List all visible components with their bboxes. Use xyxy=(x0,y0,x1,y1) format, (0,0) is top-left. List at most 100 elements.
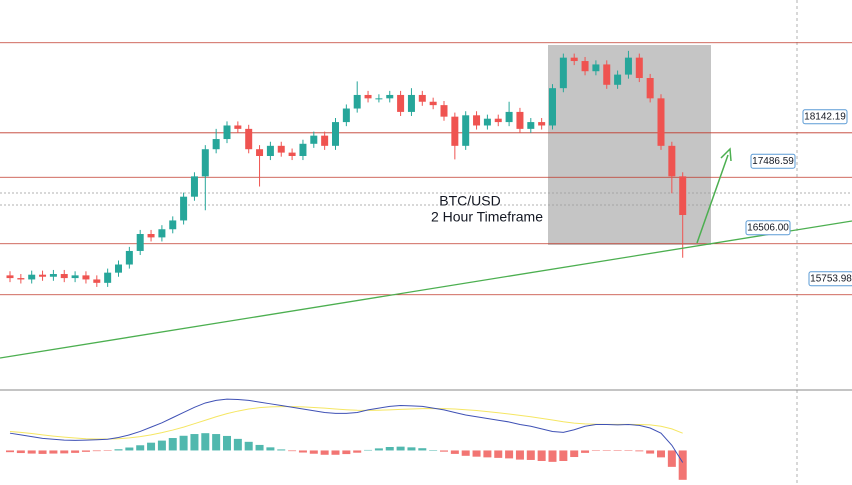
candle-body xyxy=(49,274,57,277)
candle-body xyxy=(624,57,632,75)
histogram-bar xyxy=(16,450,25,454)
histogram-bar xyxy=(407,447,416,451)
candle-body xyxy=(679,176,687,216)
level-label: 18142.19 xyxy=(804,111,846,122)
histogram-bar xyxy=(255,444,264,451)
trend-line xyxy=(0,220,852,359)
histogram-bar xyxy=(678,450,687,480)
candle-body xyxy=(505,111,513,123)
histogram-bar xyxy=(49,450,58,454)
histogram-bar xyxy=(548,450,557,462)
histogram-bar xyxy=(288,450,297,452)
candle-body xyxy=(494,118,502,123)
histogram-bar xyxy=(125,447,134,451)
signal-line xyxy=(9,406,683,440)
candle-body xyxy=(82,275,90,280)
annotation: 2 Hour Timeframe xyxy=(431,209,543,225)
candle-body xyxy=(277,145,285,153)
histogram-bar xyxy=(136,445,145,451)
candle-body xyxy=(559,57,567,89)
histogram-bar xyxy=(179,435,188,451)
histogram-bar xyxy=(277,449,286,451)
candle-body xyxy=(603,64,611,85)
candle-body xyxy=(473,115,481,126)
candle-body xyxy=(386,94,394,99)
histogram-bar xyxy=(364,449,373,451)
histogram-bar xyxy=(266,447,275,451)
histogram-bar xyxy=(6,450,14,453)
candle-body xyxy=(364,94,372,99)
candle-body xyxy=(657,98,665,146)
histogram-bar xyxy=(71,450,80,453)
histogram-bar xyxy=(190,434,199,451)
histogram-bar xyxy=(201,433,210,451)
candle-body xyxy=(310,135,318,144)
candle-body xyxy=(93,279,101,283)
histogram-bar xyxy=(494,450,503,458)
candle-body xyxy=(115,264,122,273)
histogram-bar xyxy=(114,449,123,451)
level-label: 17486.59 xyxy=(752,156,794,167)
candle-body xyxy=(375,98,383,100)
candle-body xyxy=(407,94,415,112)
histogram-bar xyxy=(602,450,611,451)
candle-body xyxy=(342,108,350,123)
candle-body xyxy=(223,125,231,140)
candle-body xyxy=(17,278,25,280)
histogram-bar xyxy=(526,450,535,460)
histogram-bar xyxy=(385,447,394,451)
histogram-bar xyxy=(635,450,644,452)
candle-body xyxy=(256,149,264,156)
histogram-bar xyxy=(613,450,622,451)
candle-body xyxy=(299,143,307,156)
candle-body xyxy=(462,115,470,146)
candle-body xyxy=(60,274,68,279)
histogram-bar xyxy=(147,442,156,451)
histogram-bar xyxy=(353,450,362,453)
candle-body xyxy=(668,145,676,177)
macd-panel xyxy=(6,398,687,480)
candle-body xyxy=(592,64,600,72)
histogram-bar xyxy=(440,450,448,452)
candle-body xyxy=(169,220,177,230)
candle-body xyxy=(418,94,426,102)
histogram-bar xyxy=(27,450,36,454)
arrow-head xyxy=(720,147,732,162)
histogram-bar xyxy=(646,450,655,454)
histogram-bar xyxy=(92,450,101,452)
histogram-bar xyxy=(157,440,166,451)
candle-body xyxy=(451,116,459,146)
candle-body xyxy=(71,275,79,279)
level-label-box xyxy=(750,153,796,169)
histogram-bar xyxy=(429,450,438,451)
candles xyxy=(6,50,687,287)
candle-body xyxy=(353,94,361,109)
histogram-bar xyxy=(244,441,253,451)
level-label-box xyxy=(745,220,791,236)
candle-body xyxy=(245,128,253,150)
histogram-bar xyxy=(450,450,459,454)
macd-line xyxy=(9,398,684,463)
candle-body xyxy=(180,196,188,221)
arrow xyxy=(696,154,729,244)
histogram-bar xyxy=(223,435,231,451)
candle-body xyxy=(201,149,209,177)
histogram-bar xyxy=(461,450,470,456)
histogram-bar xyxy=(559,450,568,461)
histogram-bar xyxy=(38,450,47,454)
histogram-bar xyxy=(233,438,242,451)
histogram-bar xyxy=(103,450,112,451)
candle-body xyxy=(190,176,198,197)
candle-body xyxy=(104,272,112,283)
candle-body xyxy=(212,139,220,150)
histogram-bar xyxy=(570,450,579,458)
histogram-bar xyxy=(483,450,492,458)
candle-body xyxy=(288,152,296,156)
level-label-box xyxy=(802,109,848,125)
histogram-bar xyxy=(60,450,69,454)
histogram-bar xyxy=(667,450,676,467)
histogram-bar xyxy=(309,450,318,454)
histogram-bar xyxy=(505,450,514,459)
